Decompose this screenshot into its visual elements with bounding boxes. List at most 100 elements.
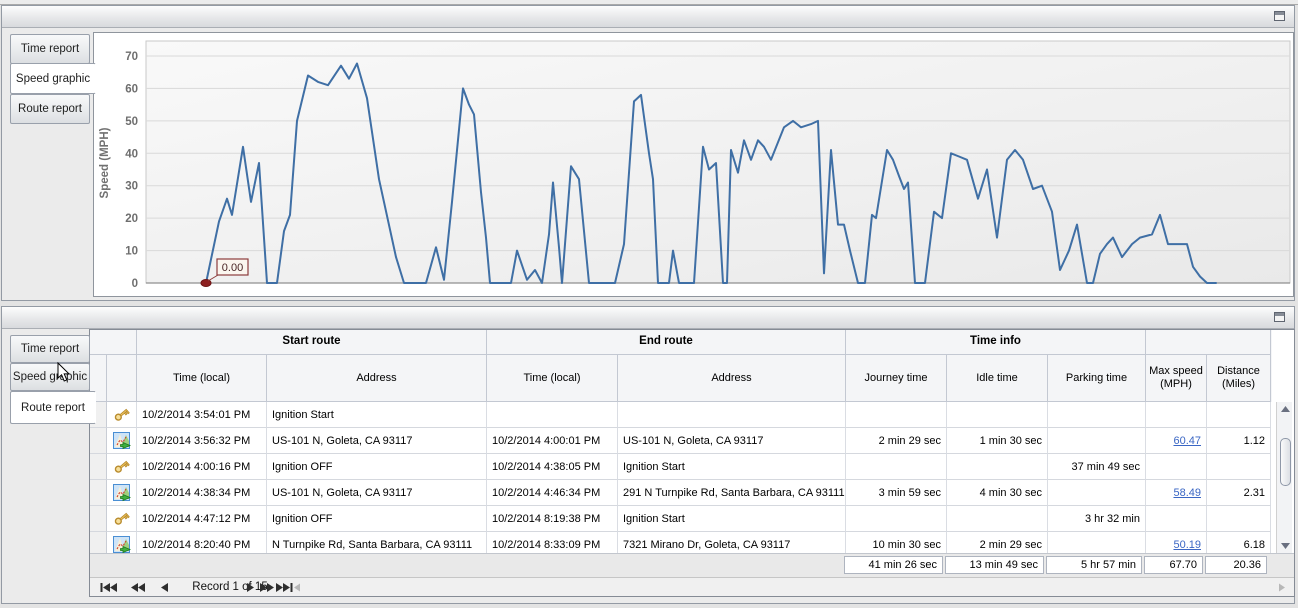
vertical-scrollbar[interactable]	[1276, 402, 1292, 553]
route-report-grid: Start route End route Time info Time (loca…	[89, 329, 1295, 597]
hscroll-left-icon[interactable]	[293, 583, 303, 593]
annotation-leader	[207, 274, 219, 282]
summary-distance: 20.36	[1205, 556, 1267, 574]
key-icon	[114, 408, 130, 421]
first-record-button[interactable]	[100, 581, 118, 594]
route-report-panel: Start route End route Time info Time (loca…	[1, 306, 1295, 604]
cell-start-addr: US-101 N, Goleta, CA 93117	[267, 480, 487, 506]
scrollbar-thumb[interactable]	[1280, 438, 1291, 486]
scroll-down-icon[interactable]	[1279, 540, 1291, 552]
cell-start-time: 10/2/2014 3:54:01 PM	[137, 402, 267, 428]
y-tick-label: 60	[125, 83, 138, 95]
row-indicator-cell	[90, 454, 107, 480]
max-speed-link[interactable]: 60.47	[1173, 434, 1201, 447]
next-record-button[interactable]	[242, 581, 260, 594]
band-header-empty	[1146, 330, 1271, 355]
grid-rows-area: 10/2/2014 3:54:01 PM Ignition Start 10/2/2…	[90, 402, 1274, 553]
cell-distance	[1207, 402, 1271, 428]
prev-page-button[interactable]	[130, 581, 148, 594]
key-icon	[114, 460, 130, 473]
table-row[interactable]: 10/2/2014 4:47:12 PM Ignition OFF 10/2/201…	[90, 506, 1272, 532]
row-indicator-cell	[90, 506, 107, 532]
prev-record-button[interactable]	[157, 581, 175, 594]
max-speed-link[interactable]: 50.19	[1173, 538, 1201, 551]
row-icon-cell	[107, 428, 137, 454]
row-indicator-cell	[90, 428, 107, 454]
band-header-start-route[interactable]: Start route	[137, 330, 487, 355]
grid-band-header-row: Start route End route Time info	[90, 330, 1272, 355]
tab-speed-graphic[interactable]: Speed graphic	[10, 63, 96, 94]
top-splitter-strip	[0, 0, 1298, 5]
cell-parking: 3 hr 32 min	[1048, 506, 1146, 532]
cell-max-speed	[1146, 454, 1207, 480]
cell-distance	[1207, 454, 1271, 480]
row-indicator-cell	[90, 532, 107, 553]
table-row[interactable]: 10/2/2014 4:00:16 PM Ignition OFF 10/2/201…	[90, 454, 1272, 480]
tab-time-report[interactable]: Time report	[10, 34, 90, 64]
tab-route-report[interactable]: Route report	[10, 391, 96, 424]
panel-header	[2, 6, 1294, 28]
table-row[interactable]: 10/2/2014 8:20:40 PM N Turnpike Rd, Santa…	[90, 532, 1272, 553]
grid-column-header-row: Time (local) Address Time (local) Address Jo…	[90, 355, 1272, 402]
column-header-time--local-[interactable]: Time (local)	[487, 355, 618, 402]
summary-max-speed: 67.70	[1144, 556, 1203, 574]
cell-journey: 2 min 29 sec	[846, 428, 947, 454]
table-row[interactable]: 10/2/2014 3:56:32 PM US-101 N, Goleta, CA…	[90, 428, 1272, 454]
plot-area	[145, 40, 1291, 284]
cell-distance: 6.18	[1207, 532, 1271, 553]
table-row[interactable]: 10/2/2014 3:54:01 PM Ignition Start	[90, 402, 1272, 428]
cell-journey: 3 min 59 sec	[846, 480, 947, 506]
tab-route-report[interactable]: Route report	[10, 94, 90, 124]
cell-idle	[947, 506, 1048, 532]
map-route-icon	[112, 483, 131, 501]
column-header-idle-time[interactable]: Idle time	[947, 355, 1048, 402]
cell-start-addr: N Turnpike Rd, Santa Barbara, CA 93111	[267, 532, 487, 553]
column-header-journey-time[interactable]: Journey time	[846, 355, 947, 402]
tab-time-report[interactable]: Time report	[10, 335, 90, 363]
cell-end-time: 10/2/2014 8:19:38 PM	[487, 506, 618, 532]
cell-end-addr	[618, 402, 846, 428]
cell-start-addr: Ignition OFF	[267, 506, 487, 532]
map-route-icon	[112, 431, 131, 449]
column-header-time--local-[interactable]: Time (local)	[137, 355, 267, 402]
y-tick-label: 70	[125, 51, 138, 63]
cell-journey	[846, 506, 947, 532]
speed-chart-svg: 0 10 20 30 40 50 60 70 Speed (MPH) 0.00	[99, 40, 1291, 290]
maximize-icon[interactable]	[1274, 11, 1285, 21]
band-header-time-info[interactable]: Time info	[846, 330, 1146, 355]
cell-end-addr: US-101 N, Goleta, CA 93117	[618, 428, 846, 454]
cell-parking: 37 min 49 sec	[1048, 454, 1146, 480]
cell-end-time: 10/2/2014 8:33:09 PM	[487, 532, 618, 553]
last-record-button[interactable]	[275, 581, 293, 594]
scroll-up-icon[interactable]	[1279, 403, 1291, 415]
band-header-end-route[interactable]: End route	[487, 330, 846, 355]
cell-start-addr: Ignition OFF	[267, 454, 487, 480]
column-header-distance--miles-[interactable]: Distance (Miles)	[1207, 355, 1271, 402]
cell-start-time: 10/2/2014 4:38:34 PM	[137, 480, 267, 506]
row-icon-cell	[107, 532, 137, 553]
y-tick-label: 10	[125, 246, 138, 258]
cell-parking	[1048, 532, 1146, 553]
y-tick-label: 50	[125, 116, 138, 128]
max-speed-link[interactable]: 58.49	[1173, 486, 1201, 499]
column-header-max-speed--mph-[interactable]: Max speed (MPH)	[1146, 355, 1207, 402]
column-header-parking-time[interactable]: Parking time	[1048, 355, 1146, 402]
cell-end-time: 10/2/2014 4:38:05 PM	[487, 454, 618, 480]
cell-start-time: 10/2/2014 3:56:32 PM	[137, 428, 267, 454]
cell-idle: 4 min 30 sec	[947, 480, 1048, 506]
next-page-button[interactable]	[259, 581, 277, 594]
cell-max-speed	[1146, 402, 1207, 428]
cell-idle	[947, 402, 1048, 428]
annotation-text: 0.00	[222, 262, 243, 274]
hscroll-right-icon[interactable]	[1278, 583, 1288, 593]
column-header-address[interactable]: Address	[267, 355, 487, 402]
key-icon	[114, 512, 130, 525]
cell-max-speed: 60.47	[1146, 428, 1207, 454]
panel-header	[2, 307, 1294, 329]
table-row[interactable]: 10/2/2014 4:38:34 PM US-101 N, Goleta, CA…	[90, 480, 1272, 506]
tab-speed-graphic[interactable]: Speed graphic	[10, 363, 90, 391]
cell-start-addr: US-101 N, Goleta, CA 93117	[267, 428, 487, 454]
maximize-icon[interactable]	[1274, 312, 1285, 322]
column-header-address[interactable]: Address	[618, 355, 846, 402]
